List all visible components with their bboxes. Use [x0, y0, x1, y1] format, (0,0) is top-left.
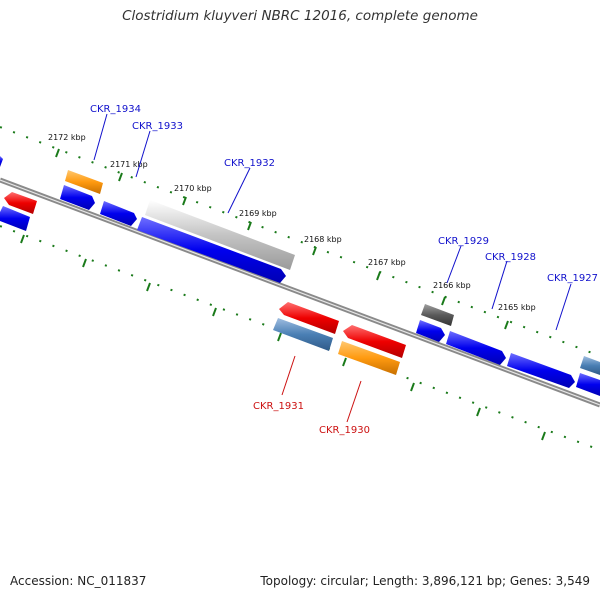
gene-feature[interactable] [343, 325, 406, 358]
genome-backbone [0, 177, 600, 408]
gene-label-ckr-1928[interactable]: CKR_1928 [485, 252, 536, 263]
gene-feature[interactable] [576, 373, 600, 396]
gene-label-ckr-1931[interactable]: CKR_1931 [253, 401, 304, 412]
kbp-label: 2165 kbp [498, 303, 536, 312]
kbp-label: 2167 kbp [368, 258, 406, 267]
gene-feature[interactable] [338, 341, 400, 375]
gene-feature[interactable] [279, 302, 339, 334]
gene-feature[interactable] [580, 356, 600, 375]
gene-feature[interactable] [137, 217, 286, 283]
inner-tick-scale [0, 225, 600, 451]
kbp-label: 2171 kbp [110, 160, 148, 169]
gene-feature[interactable] [100, 201, 137, 226]
kbp-label: 2172 kbp [48, 133, 86, 142]
major-ticks [20, 148, 546, 441]
label-leaders [93, 113, 572, 423]
gene-feature[interactable] [273, 318, 333, 351]
gene-label-ckr-1927[interactable]: CKR_1927 [547, 273, 598, 284]
gene-feature[interactable] [0, 156, 3, 167]
gene-feature[interactable] [0, 206, 30, 231]
kbp-label: 2170 kbp [174, 184, 212, 193]
gene-label-ckr-1929[interactable]: CKR_1929 [438, 236, 489, 247]
topology-text: Topology: circular; Length: 3,896,121 bp… [260, 574, 590, 588]
gene-label-ckr-1933[interactable]: CKR_1933 [132, 121, 183, 132]
reverse-genes [0, 192, 406, 375]
kbp-label: 2166 kbp [433, 281, 471, 290]
gene-feature[interactable] [4, 192, 37, 214]
gene-feature[interactable] [65, 170, 103, 194]
kbp-labels: 2172 kbp 2171 kbp 2170 kbp 2169 kbp 2168… [48, 133, 536, 312]
gene-feature[interactable] [446, 331, 506, 365]
gene-label-ckr-1934[interactable]: CKR_1934 [90, 104, 141, 115]
kbp-label: 2168 kbp [304, 235, 342, 244]
gene-feature[interactable] [507, 353, 575, 388]
gene-labels: CKR_1934 CKR_1933 CKR_1932 CKR_1929 CKR_… [90, 104, 598, 436]
gene-label-ckr-1930[interactable]: CKR_1930 [319, 425, 370, 436]
gene-feature[interactable] [145, 200, 295, 270]
outer-tick-scale [0, 126, 600, 357]
kbp-label: 2169 kbp [239, 209, 277, 218]
gene-feature[interactable] [421, 304, 454, 326]
gene-label-ckr-1932[interactable]: CKR_1932 [224, 158, 275, 169]
accession-text: Accession: NC_011837 [10, 574, 147, 588]
genome-title: Clostridium kluyveri NBRC 12016, complet… [122, 8, 478, 24]
forward-genes [0, 156, 600, 396]
gene-feature[interactable] [60, 185, 95, 210]
gene-feature[interactable] [416, 320, 445, 342]
